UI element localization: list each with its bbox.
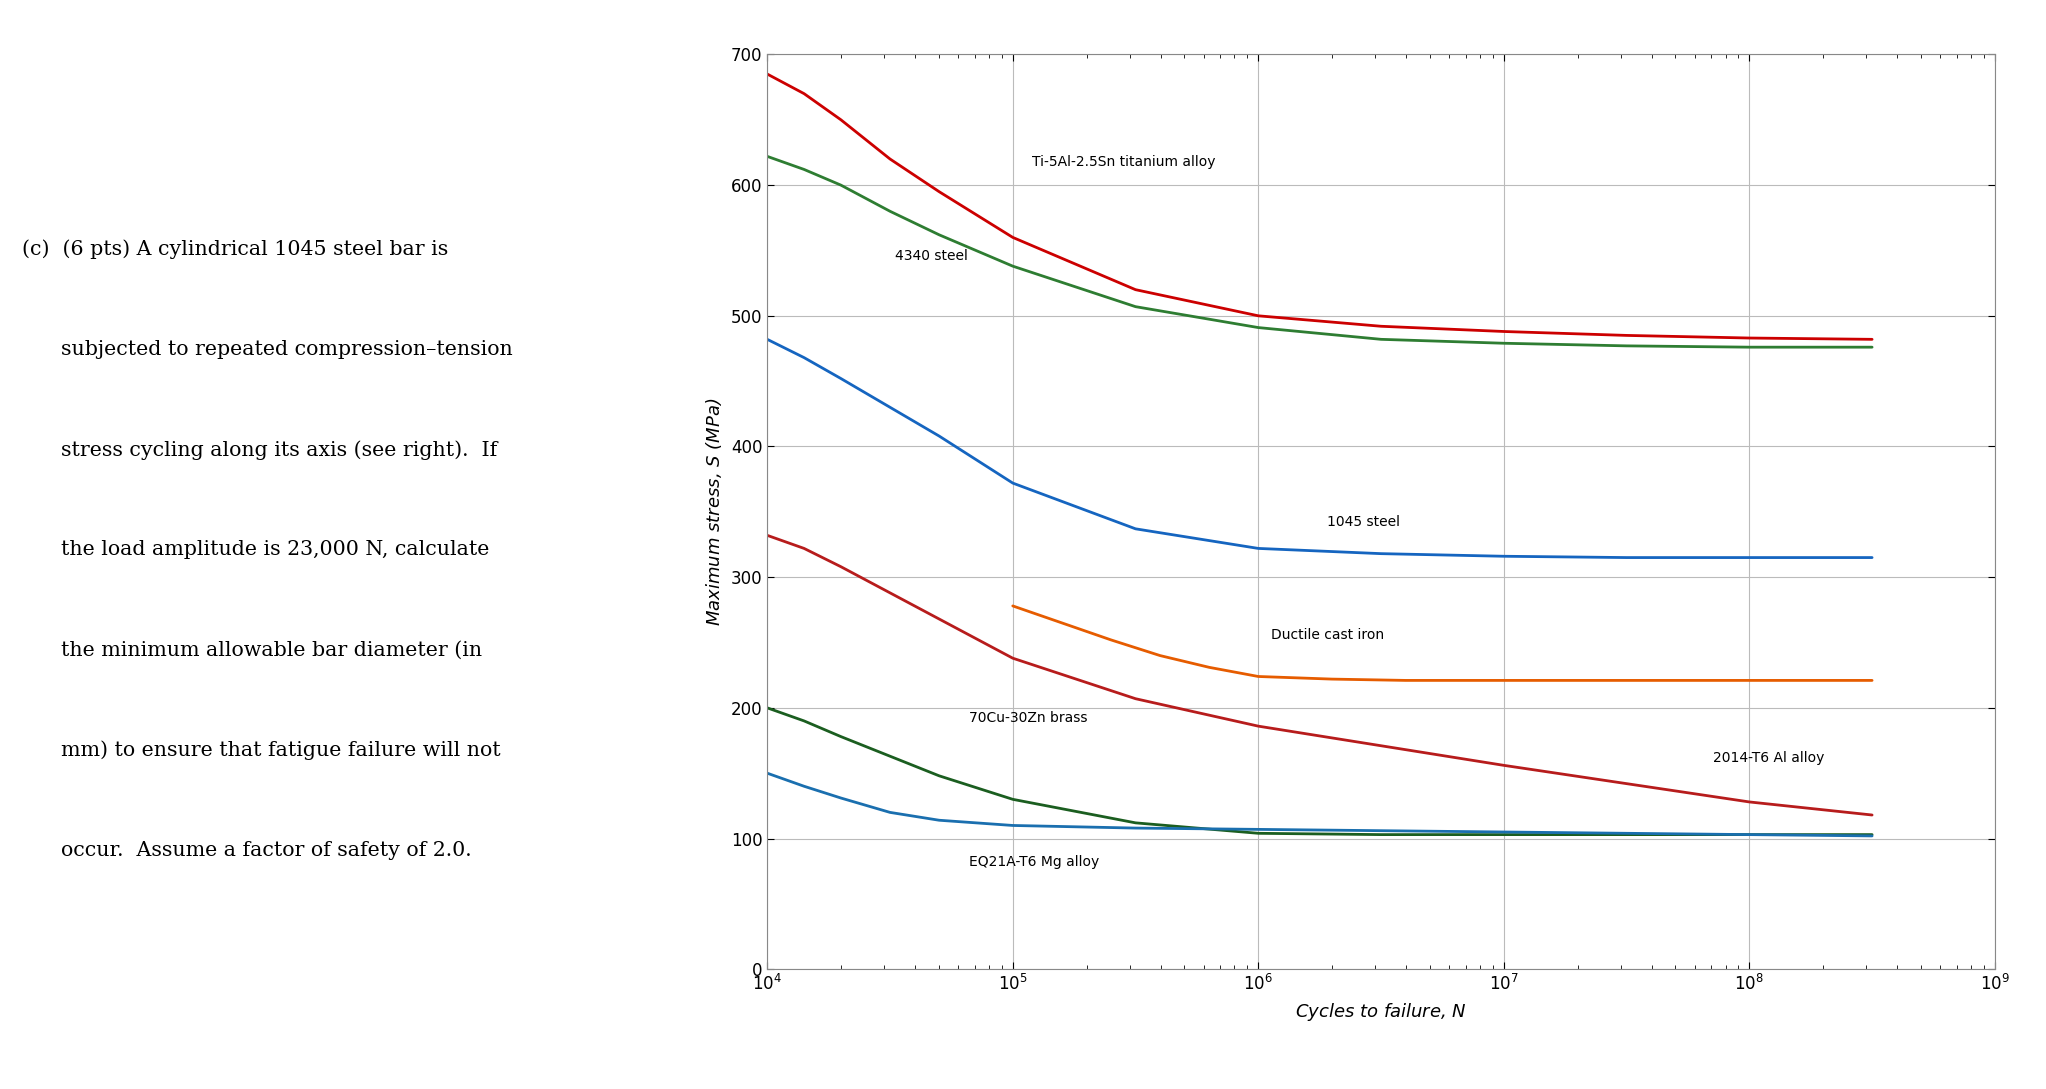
Text: stress cycling along its axis (see right).  If: stress cycling along its axis (see right… (23, 440, 497, 460)
Text: mm) to ensure that fatigue failure will not: mm) to ensure that fatigue failure will … (23, 741, 501, 760)
Text: Ti-5Al-2.5Sn titanium alloy: Ti-5Al-2.5Sn titanium alloy (1033, 155, 1215, 169)
Text: 70Cu-30Zn brass: 70Cu-30Zn brass (968, 711, 1086, 725)
Text: 4340 steel: 4340 steel (894, 248, 968, 262)
Text: EQ21A-T6 Mg alloy: EQ21A-T6 Mg alloy (968, 855, 1099, 869)
Text: (c)  (6 pts) A cylindrical 1045 steel bar is: (c) (6 pts) A cylindrical 1045 steel bar… (23, 240, 448, 259)
Text: 2014-T6 Al alloy: 2014-T6 Al alloy (1713, 750, 1823, 764)
Text: Ductile cast iron: Ductile cast iron (1271, 627, 1383, 641)
Y-axis label: Maximum stress, $S$ (MPa): Maximum stress, $S$ (MPa) (704, 397, 724, 626)
Text: the minimum allowable bar diameter (in: the minimum allowable bar diameter (in (23, 640, 483, 659)
Text: occur.  Assume a factor of safety of 2.0.: occur. Assume a factor of safety of 2.0. (23, 841, 473, 859)
Text: 1045 steel: 1045 steel (1328, 515, 1399, 529)
Text: subjected to repeated compression–tension: subjected to repeated compression–tensio… (23, 340, 514, 358)
X-axis label: Cycles to failure, $N$: Cycles to failure, $N$ (1295, 1001, 1467, 1024)
Text: the load amplitude is 23,000 N, calculate: the load amplitude is 23,000 N, calculat… (23, 540, 489, 559)
